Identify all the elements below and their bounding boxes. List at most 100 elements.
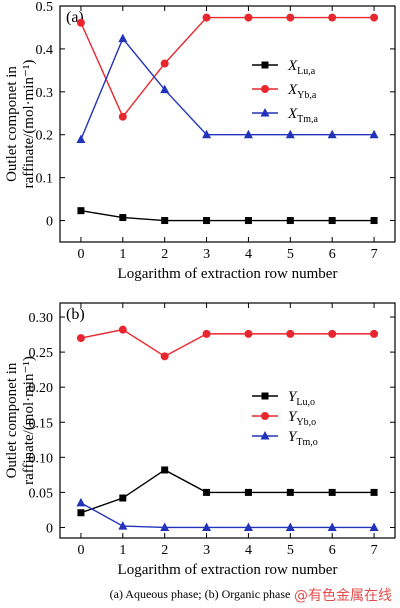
data-point xyxy=(76,334,85,343)
figure-caption: (a) Aqueous phase; (b) Organic phase xyxy=(109,587,291,601)
legend-marker xyxy=(261,61,269,69)
data-point xyxy=(244,488,252,496)
data-point xyxy=(327,522,337,531)
series-line xyxy=(80,502,375,529)
x-tick-label: 5 xyxy=(287,247,294,262)
legend-label: YTm,o xyxy=(288,429,318,448)
data-point xyxy=(286,217,294,225)
y-tick-label: 0.3 xyxy=(36,86,54,101)
legend-marker xyxy=(260,431,270,440)
x-tick-label: 7 xyxy=(371,543,378,558)
x-tick-label: 1 xyxy=(119,543,126,558)
data-point xyxy=(160,522,170,531)
data-point xyxy=(370,13,379,22)
y-tick-label: 0 xyxy=(46,521,53,536)
watermark: @有色金属在线 xyxy=(294,588,392,604)
legend-entry: YYb,o xyxy=(252,409,316,428)
data-point xyxy=(76,134,86,143)
legend-marker xyxy=(260,108,270,117)
x-tick-label: 4 xyxy=(245,247,252,262)
data-point xyxy=(328,217,336,225)
legend-entry: YLu,o xyxy=(252,389,315,408)
x-axis-label: Logarithm of extraction row number xyxy=(118,562,338,578)
data-point xyxy=(77,207,85,215)
series-line xyxy=(80,37,375,140)
data-point xyxy=(370,488,378,496)
x-tick-label: 1 xyxy=(119,247,126,262)
legend-entry: XLu,a xyxy=(252,58,316,77)
y-tick-label: 0.15 xyxy=(29,416,54,431)
legend-label: XTm,a xyxy=(287,106,319,125)
legend-label: YLu,o xyxy=(288,389,315,408)
plot-frame xyxy=(59,5,396,243)
series-line xyxy=(80,209,375,222)
y-axis-label: Outlet componet in raffinate/(mol·min⁻¹) xyxy=(4,356,37,485)
y-tick-label: 0.30 xyxy=(29,311,54,326)
data-point xyxy=(244,217,252,225)
y-tick-label: 0.2 xyxy=(36,129,54,144)
series-tm-a xyxy=(76,33,379,143)
legend-entry: XYb,a xyxy=(252,82,317,101)
data-point xyxy=(328,13,337,22)
legend-entry: XTm,a xyxy=(252,106,319,125)
data-point xyxy=(244,329,253,338)
x-tick-label: 3 xyxy=(203,543,210,558)
data-point xyxy=(160,59,169,68)
series-lu-o xyxy=(77,466,378,517)
data-point xyxy=(328,329,337,338)
data-point xyxy=(119,494,127,502)
y-tick-label: 0.25 xyxy=(29,346,54,361)
data-point xyxy=(160,84,170,94)
data-point xyxy=(161,466,169,474)
data-point xyxy=(202,522,212,531)
panel-label: (b) xyxy=(66,306,85,323)
legend-entry: YTm,o xyxy=(252,429,318,448)
data-point xyxy=(77,509,85,517)
data-point xyxy=(370,217,378,225)
data-point xyxy=(286,329,295,338)
data-point xyxy=(369,522,379,531)
series-lu-a xyxy=(77,207,378,225)
series-tm-o xyxy=(76,497,379,531)
legend-label: XLu,a xyxy=(287,58,316,77)
data-point xyxy=(369,129,379,139)
data-point xyxy=(119,214,127,222)
y-axis-label: Outlet componet in raffinate/(mol·min⁻¹) xyxy=(4,60,37,189)
data-point xyxy=(118,112,127,121)
x-tick-label: 2 xyxy=(161,247,168,262)
data-point xyxy=(202,13,211,22)
series-line xyxy=(80,16,375,119)
x-tick-label: 6 xyxy=(329,247,336,262)
legend-marker xyxy=(261,392,269,400)
y-axis-label-line: raffinate/(mol·min⁻¹) xyxy=(21,356,37,485)
data-point xyxy=(203,217,211,225)
y-tick-label: 0.4 xyxy=(36,43,54,58)
data-point xyxy=(118,325,127,334)
series-line xyxy=(80,469,375,514)
data-point xyxy=(370,329,379,338)
x-tick-label: 0 xyxy=(77,543,84,558)
data-point xyxy=(118,33,128,43)
legend-label: XYb,a xyxy=(287,82,317,101)
data-point xyxy=(202,129,212,139)
x-tick-label: 0 xyxy=(77,247,84,262)
data-point xyxy=(328,488,336,496)
y-axis-label-line: Outlet componet in xyxy=(4,66,20,182)
series-yb-o xyxy=(76,325,379,361)
data-point xyxy=(327,129,337,139)
legend-marker xyxy=(261,412,269,420)
x-tick-label: 5 xyxy=(287,543,294,558)
data-point xyxy=(244,13,253,22)
y-axis-label-line: Outlet componet in xyxy=(4,362,20,478)
legend-marker xyxy=(261,85,269,93)
series-line xyxy=(80,328,375,358)
x-tick-label: 7 xyxy=(371,247,378,262)
chart-panel-0: 0 1 2 3 4 5 6 7 0 0.1 0.2 0.3 0.4 0.5 Logarithm of ext… xyxy=(4,0,396,282)
chart-panel-1: 0 1 2 3 4 5 6 7 0 0.05 0.10 0.15 0.20 0.25 0.30 Logarit… xyxy=(4,302,396,578)
legend-label: YYb,o xyxy=(288,409,316,428)
y-tick-label: 0.1 xyxy=(36,172,54,187)
data-point xyxy=(243,522,253,531)
data-point xyxy=(202,329,211,338)
x-axis-label: Logarithm of extraction row number xyxy=(118,266,338,282)
data-point xyxy=(243,129,253,139)
